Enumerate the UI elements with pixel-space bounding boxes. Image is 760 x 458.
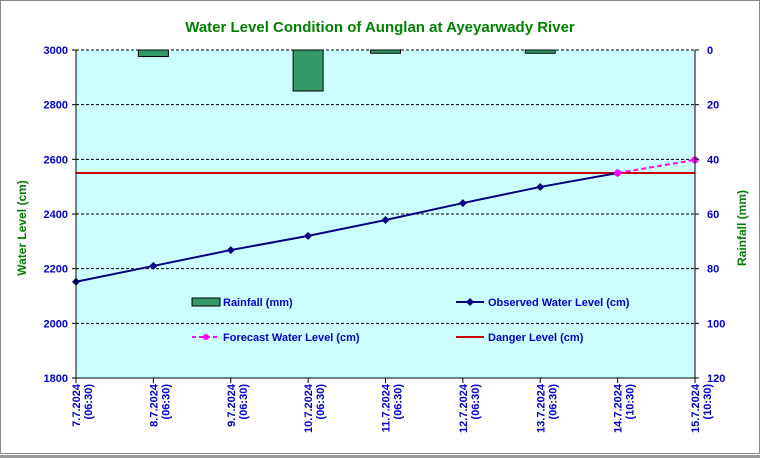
rainfall-bar (370, 49, 401, 54)
rainfall-bar (137, 49, 169, 58)
legend-danger-label: Danger Level (cm) (488, 332, 584, 344)
observed-point (381, 216, 390, 225)
observed-point (149, 261, 158, 270)
x-tick-label: 11.7.2024(06:30) (381, 383, 405, 432)
x-tick-label: 14.7.2024(10:30) (613, 383, 637, 433)
y2-tick-label: 100 (707, 318, 725, 330)
chart-title: Water Level Condition of Aunglan at Ayey… (185, 19, 575, 36)
y2-tick-label: 120 (707, 373, 725, 385)
y2-tick-label: 60 (707, 209, 719, 221)
y-axis-label: Water Level (cm) (15, 180, 29, 276)
rainfall-bar (292, 49, 324, 92)
legend-forecast-label: Forecast Water Level (cm) (223, 332, 360, 344)
y-tick-label: 2800 (44, 100, 68, 112)
legend: Rainfall (mm) Observed Water Level (cm) … (191, 297, 630, 344)
observed-point (226, 246, 235, 255)
observed-point (536, 182, 545, 191)
x-tick-label: 15.7.2024(10:30) (690, 383, 714, 433)
y-tick-label: 2600 (44, 154, 68, 166)
forecast-line (617, 158, 696, 174)
x-tick-label: 12.7.2024(06:30) (458, 383, 482, 433)
y-tick-label: 3000 (44, 45, 68, 57)
x-tick-label: 7.7.2024(06:30) (71, 383, 95, 427)
bottom-strip (0, 455, 760, 458)
x-tick-label: 8.7.2024(06:30) (148, 383, 172, 427)
rainfall-bar (524, 49, 556, 54)
legend-observed-marker (466, 298, 474, 306)
forecast-point (614, 169, 622, 177)
y-tick-label: 2000 (44, 318, 68, 330)
y2-tick-label: 0 (707, 45, 713, 57)
legend-rainfall-label: Rainfall (mm) (223, 297, 293, 309)
legend-rainfall-swatch (191, 297, 221, 307)
y-tick-label: 2400 (44, 209, 68, 221)
y-tick-label: 2200 (44, 264, 68, 276)
x-tick-label: 9.7.2024(06:30) (226, 383, 250, 427)
legend-observed-label: Observed Water Level (cm) (488, 297, 630, 309)
x-tick-label: 13.7.2024(06:30) (535, 383, 559, 433)
observed-point (458, 199, 467, 208)
y2-tick-label: 80 (707, 264, 719, 276)
observed-line (75, 172, 618, 283)
y2-tick-label: 20 (707, 100, 719, 112)
y-tick-label: 1800 (44, 373, 68, 385)
y2-axis-label: Rainfall (mm) (735, 190, 749, 266)
legend-forecast-marker (203, 334, 209, 340)
observed-point (304, 231, 313, 240)
y2-tick-label: 40 (707, 154, 719, 166)
x-tick-label: 10.7.2024(06:30) (303, 383, 327, 433)
